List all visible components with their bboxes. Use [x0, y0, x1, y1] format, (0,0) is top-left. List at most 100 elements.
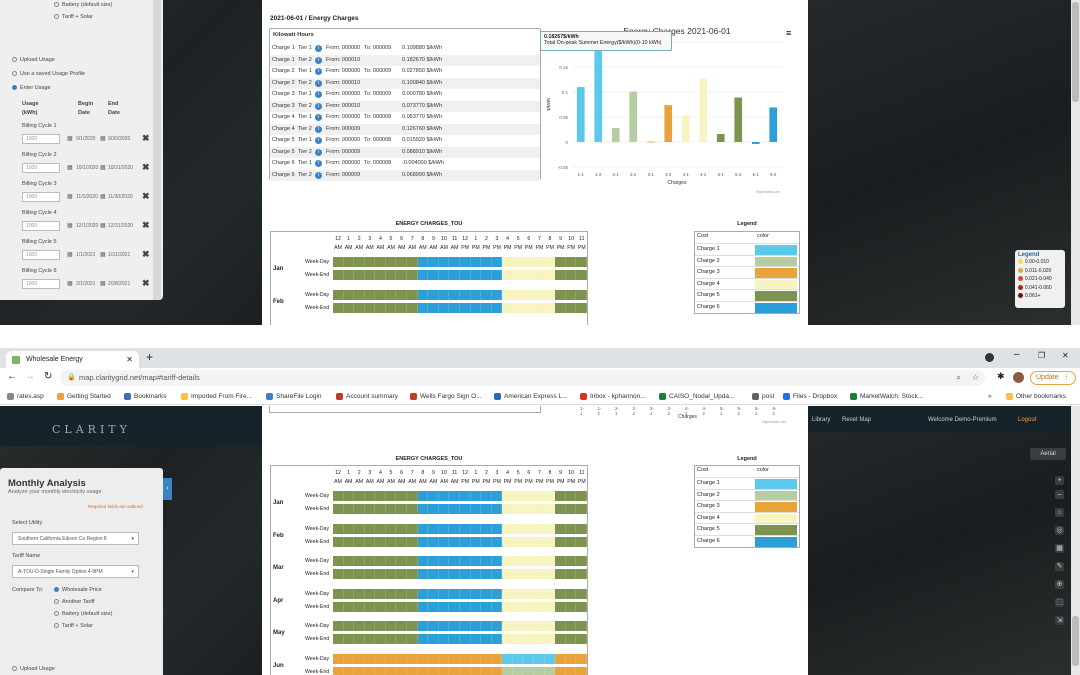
tou-cell[interactable]	[459, 302, 471, 313]
tou-cell[interactable]	[523, 536, 534, 547]
tou-cell[interactable]	[512, 601, 524, 612]
zoom-icon[interactable]: ⌕	[956, 373, 961, 382]
tou-cell[interactable]	[491, 634, 503, 644]
tou-cell[interactable]	[449, 302, 460, 313]
tou-cell[interactable]	[364, 634, 376, 644]
tou-cell[interactable]	[354, 588, 365, 599]
info-icon[interactable]: i	[315, 137, 322, 144]
tou-cell[interactable]	[396, 257, 408, 267]
tou-cell[interactable]	[375, 601, 386, 612]
tou-cell[interactable]	[375, 569, 386, 579]
info-icon[interactable]: i	[315, 171, 322, 179]
tou-cell[interactable]	[502, 601, 513, 612]
tou-cell[interactable]	[523, 491, 534, 501]
tou-cell[interactable]	[523, 289, 534, 300]
profile-dot-icon[interactable]	[985, 353, 994, 362]
tou-cell[interactable]	[407, 588, 418, 599]
tou-cell[interactable]	[523, 257, 534, 267]
tou-cell[interactable]	[354, 504, 365, 514]
info-icon[interactable]: i	[315, 68, 322, 75]
tou-cell[interactable]	[438, 491, 450, 501]
tou-cell[interactable]	[565, 556, 577, 566]
tou-cell[interactable]	[555, 257, 566, 267]
tou-cell[interactable]	[533, 556, 545, 566]
tou-cell[interactable]	[438, 504, 450, 514]
map-right-bottom[interactable]	[808, 406, 1080, 675]
tou-cell[interactable]	[396, 653, 408, 664]
tou-cell[interactable]	[385, 536, 397, 547]
tou-cell[interactable]	[438, 634, 450, 644]
bar-2-1[interactable]	[611, 128, 620, 142]
info-icon[interactable]: i	[315, 45, 322, 52]
delete-cycle-icon[interactable]: ✖	[142, 249, 150, 259]
tou-cell[interactable]	[491, 621, 503, 631]
avatar[interactable]	[1013, 372, 1024, 383]
tou-cell[interactable]	[385, 504, 397, 514]
tou-cell[interactable]	[364, 289, 376, 300]
tou-cell[interactable]	[576, 634, 587, 644]
radio-tariff-solar[interactable]: Tariff + Solar	[54, 14, 93, 20]
tou-cell[interactable]	[533, 621, 545, 631]
tou-cell[interactable]	[396, 601, 408, 612]
tou-cell[interactable]	[481, 302, 492, 313]
tou-cell[interactable]	[343, 491, 355, 501]
tou-cell[interactable]	[512, 504, 524, 514]
tou-cell[interactable]	[565, 270, 577, 280]
tou-cell[interactable]	[396, 556, 408, 566]
tou-cell[interactable]	[333, 569, 344, 579]
tou-cell[interactable]	[481, 556, 492, 566]
tou-cell[interactable]	[481, 504, 492, 514]
tou-cell[interactable]	[491, 270, 503, 280]
tou-cell[interactable]	[385, 556, 397, 566]
update-button[interactable]: Update ⋮	[1030, 371, 1076, 385]
tou-cell[interactable]	[565, 666, 577, 675]
tou-cell[interactable]	[417, 653, 429, 664]
tou-cell[interactable]	[449, 556, 460, 566]
bookmark-item[interactable]: Bookmarks	[124, 388, 167, 405]
tou-cell[interactable]	[343, 556, 355, 566]
info-icon[interactable]: i	[315, 91, 322, 98]
tou-cell[interactable]	[417, 601, 429, 612]
tou-cell[interactable]	[354, 666, 365, 675]
map-tool-4-icon[interactable]: ✎	[1055, 562, 1064, 571]
tou-cell[interactable]	[343, 588, 355, 599]
radio-another-tariff[interactable]: Another Tariff	[54, 599, 95, 605]
tou-cell[interactable]	[459, 257, 471, 267]
tou-cell[interactable]	[533, 523, 545, 534]
tou-cell[interactable]	[502, 270, 513, 280]
tou-cell[interactable]	[449, 653, 460, 664]
tou-cell[interactable]	[470, 289, 482, 300]
tou-cell[interactable]	[396, 569, 408, 579]
calendar-icon[interactable]: ▦	[67, 281, 73, 287]
tou-cell[interactable]	[512, 523, 524, 534]
tou-cell[interactable]	[364, 588, 376, 599]
tou-cell[interactable]	[375, 302, 386, 313]
tou-cell[interactable]	[470, 536, 482, 547]
tou-cell[interactable]	[544, 289, 556, 300]
tou-cell[interactable]	[544, 270, 556, 280]
tou-cell[interactable]	[565, 653, 577, 664]
bookmark-item[interactable]: CAISO_Nodal_Upda...	[659, 388, 734, 405]
tou-cell[interactable]	[491, 257, 503, 267]
tou-cell[interactable]	[428, 621, 439, 631]
tou-cell[interactable]	[491, 289, 503, 300]
tou-cell[interactable]	[354, 601, 365, 612]
tou-cell[interactable]	[459, 289, 471, 300]
tou-cell[interactable]	[512, 588, 524, 599]
tou-cell[interactable]	[343, 523, 355, 534]
tou-cell[interactable]	[491, 302, 503, 313]
tou-cell[interactable]	[364, 666, 376, 675]
tou-cell[interactable]	[449, 523, 460, 534]
tou-cell[interactable]	[544, 504, 556, 514]
tou-cell[interactable]	[428, 491, 439, 501]
tou-cell[interactable]	[354, 556, 365, 566]
tou-cell[interactable]	[428, 588, 439, 599]
tou-cell[interactable]	[407, 556, 418, 566]
tou-cell[interactable]	[385, 257, 397, 267]
bookmarks-overflow-icon[interactable]: »	[988, 393, 992, 400]
tou-cell[interactable]	[544, 653, 556, 664]
tou-cell[interactable]	[491, 666, 503, 675]
tou-cell[interactable]	[576, 536, 587, 547]
bookmark-item[interactable]: post	[752, 388, 774, 405]
tou-cell[interactable]	[449, 289, 460, 300]
